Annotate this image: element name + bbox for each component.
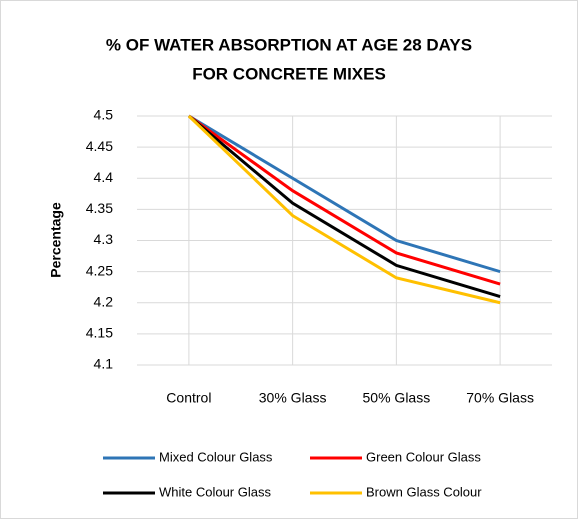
series-line: [187, 114, 501, 286]
series-line: [188, 114, 501, 274]
y-tick-label: 4.15: [86, 325, 113, 341]
y-tick-label: 4.4: [94, 169, 114, 185]
y-tick-label: 4.45: [86, 138, 113, 154]
legend-label: Brown Glass Colour: [366, 484, 482, 499]
y-tick-label: 4.3: [94, 231, 114, 247]
legend-label: Mixed Colour Glass: [159, 449, 273, 464]
y-axis-label: Percentage: [48, 202, 64, 278]
x-tick-label: 70% Glass: [466, 390, 534, 406]
y-tick-label: 4.1: [94, 356, 114, 372]
chart-title: % OF WATER ABSORPTION AT AGE 28 DAYS: [106, 35, 472, 54]
y-tick-label: 4.35: [86, 200, 113, 216]
y-tick-label: 4.2: [94, 293, 114, 309]
series-line: [187, 114, 501, 298]
x-tick-label: 30% Glass: [259, 390, 327, 406]
legend-label: White Colour Glass: [159, 484, 271, 499]
y-tick-label: 4.25: [86, 262, 113, 278]
y-tick-label: 4.5: [94, 107, 114, 123]
chart-title: FOR CONCRETE MIXES: [192, 64, 386, 83]
x-tick-label: Control: [166, 390, 211, 406]
legend-label: Green Colour Glass: [366, 449, 481, 464]
x-tick-label: 50% Glass: [363, 390, 431, 406]
series-line: [187, 114, 501, 305]
